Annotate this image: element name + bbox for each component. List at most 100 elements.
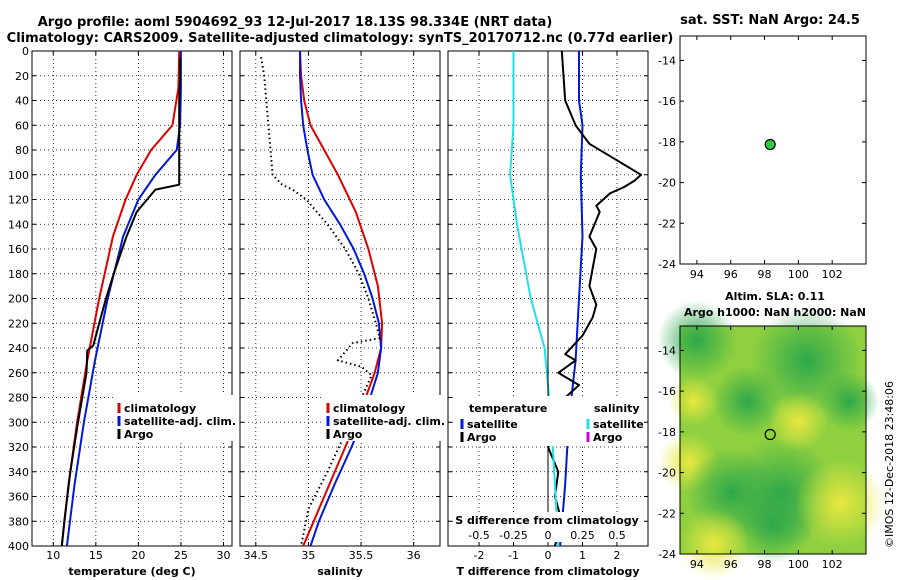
y-tick-label: 280 xyxy=(8,392,29,405)
s-tick-label: 0.25 xyxy=(570,529,595,542)
x-tick-label: 30 xyxy=(216,549,230,562)
y-tick-label: 220 xyxy=(8,317,29,330)
sla-blob xyxy=(795,458,886,549)
x-tick-label: 10 xyxy=(46,549,60,562)
s-tick-label: 0.5 xyxy=(608,529,626,542)
x-tick-label: 96 xyxy=(724,558,738,571)
legend-box xyxy=(455,396,643,446)
y-tick-label: -16 xyxy=(658,95,676,108)
y-tick-label: 260 xyxy=(8,367,29,380)
panel-differences: -2 -1 0 1 2 T difference from climatology xyxy=(447,50,649,578)
argo-location-marker xyxy=(764,138,776,151)
imos-timestamp: ©IMOS 12-Dec-2018 23:48:06 xyxy=(883,381,896,548)
y-tick-label: -16 xyxy=(658,385,676,398)
sla-blob xyxy=(678,508,749,579)
legend-title-salinity: salinity xyxy=(594,402,640,415)
s-tick-label: -0.5 xyxy=(468,529,489,542)
y-tick-label: -22 xyxy=(658,217,676,230)
series-argo xyxy=(60,57,182,547)
y-tick-label: 380 xyxy=(8,515,29,528)
map-frame xyxy=(679,35,867,265)
legend-label: satellite xyxy=(593,418,644,431)
sla-title-line-1: Altim. SLA: 0.11 xyxy=(725,290,825,303)
y-tick-label: 400 xyxy=(8,540,29,553)
x-tick-label: 94 xyxy=(690,268,704,281)
panel-location_sla: 94 96 98 100 102 -14 -16 -18 -20 -22 -24 xyxy=(656,300,886,579)
y-tick-label: 60 xyxy=(15,119,29,132)
series-climatology xyxy=(299,50,384,547)
x-tick-label: 25 xyxy=(174,549,188,562)
x-axis-label: temperature (deg C) xyxy=(68,565,195,578)
legend-label: satellite-adj. clim. xyxy=(124,415,236,428)
map-frame xyxy=(679,325,867,555)
sla-blob xyxy=(768,391,829,452)
x-tick-label: 0 xyxy=(545,549,552,562)
y-tick-label: 320 xyxy=(8,441,29,454)
legend-box xyxy=(324,395,444,441)
y-tick-label: 180 xyxy=(8,268,29,281)
sla-blob xyxy=(656,300,737,381)
title-line-2: Climatology: CARS2009. Satellite-adjuste… xyxy=(7,31,674,46)
x-tick-label: 35.5 xyxy=(349,549,374,562)
x-tick-label: 100 xyxy=(788,558,809,571)
series-satellite-adj-clim- xyxy=(299,51,383,547)
x-axis-label: salinity xyxy=(317,565,363,578)
sla-blob xyxy=(712,366,783,437)
legend-label: climatology xyxy=(333,402,405,415)
y-tick-label: 140 xyxy=(8,218,29,231)
s-axis-label: S difference from climatology xyxy=(455,514,639,527)
y-tick-label: 100 xyxy=(8,169,29,182)
map-background xyxy=(680,36,866,264)
legend-label: Argo xyxy=(467,431,497,444)
y-tick-label: 120 xyxy=(8,194,29,207)
y-tick-label: 40 xyxy=(15,95,29,108)
y-tick-label: -20 xyxy=(658,467,676,480)
x-tick-label: -2 xyxy=(474,549,485,562)
y-tick-label: 80 xyxy=(15,144,29,157)
x-tick-label: 100 xyxy=(788,268,809,281)
s-tick-label: -0.25 xyxy=(499,529,527,542)
x-tick-label: 98 xyxy=(758,558,772,571)
x-tick-label: 102 xyxy=(822,268,843,281)
y-tick-label: -18 xyxy=(658,136,676,149)
y-tick-label: -24 xyxy=(658,258,676,271)
legend-label: Argo xyxy=(124,428,154,441)
y-tick-label: 20 xyxy=(15,70,29,83)
series-t-satellite xyxy=(559,51,584,547)
y-tick-label: -14 xyxy=(658,344,676,357)
x-tick-label: 1 xyxy=(579,549,586,562)
x-tick-label: 34.5 xyxy=(244,549,269,562)
x-tick-label: 102 xyxy=(822,558,843,571)
y-tick-label: -24 xyxy=(658,548,676,561)
x-tick-label: 96 xyxy=(724,268,738,281)
x-tick-label: 98 xyxy=(758,268,772,281)
y-tick-label: -22 xyxy=(658,507,676,520)
sla-blob xyxy=(668,376,719,427)
y-tick-label: 160 xyxy=(8,243,29,256)
y-tick-label: 300 xyxy=(8,416,29,429)
legend-label: climatology xyxy=(124,402,196,415)
x-tick-label: 35 xyxy=(301,549,315,562)
x-axis-label: T difference from climatology xyxy=(456,565,639,578)
argo-location-marker xyxy=(764,428,776,441)
panel-salinity: 34.5 35 35.5 36 salinity xyxy=(239,50,441,578)
series-satellite-adj-clim- xyxy=(65,51,182,547)
legend-label: satellite xyxy=(467,418,518,431)
legend-label: Argo xyxy=(593,431,623,444)
legend-differences: temperature salinitysatelliteArgosatellit… xyxy=(455,396,644,542)
x-tick-label: 94 xyxy=(690,558,704,571)
legend-label: Argo xyxy=(333,428,363,441)
y-tick-label: -18 xyxy=(658,426,676,439)
panel-temperature: 10 15 20 25 30020406080100120140160180200220… xyxy=(8,45,233,578)
sst-panel-title: sat. SST: NaN Argo: 24.5 xyxy=(680,13,860,28)
y-tick-label: 340 xyxy=(8,466,29,479)
x-tick-label: -1 xyxy=(508,549,519,562)
y-tick-label: 200 xyxy=(8,293,29,306)
y-tick-label: 0 xyxy=(22,45,29,58)
sla-blob xyxy=(819,371,880,432)
s-axis-box xyxy=(456,512,642,542)
x-tick-label: 15 xyxy=(89,549,103,562)
y-tick-label: -14 xyxy=(658,54,676,67)
